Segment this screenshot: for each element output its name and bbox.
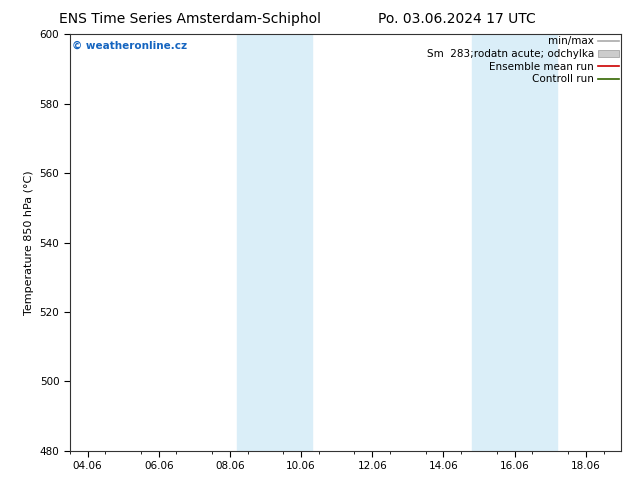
Bar bbox=[472, 34, 557, 451]
Text: ENS Time Series Amsterdam-Schiphol: ENS Time Series Amsterdam-Schiphol bbox=[59, 12, 321, 26]
Text: © weatheronline.cz: © weatheronline.cz bbox=[72, 41, 188, 50]
Bar bbox=[237, 34, 312, 451]
Y-axis label: Temperature 850 hPa (°C): Temperature 850 hPa (°C) bbox=[24, 170, 34, 315]
Text: Po. 03.06.2024 17 UTC: Po. 03.06.2024 17 UTC bbox=[378, 12, 535, 26]
Legend: min/max, Sm  283;rodatn acute; odchylka, Ensemble mean run, Controll run: min/max, Sm 283;rodatn acute; odchylka, … bbox=[427, 36, 619, 84]
